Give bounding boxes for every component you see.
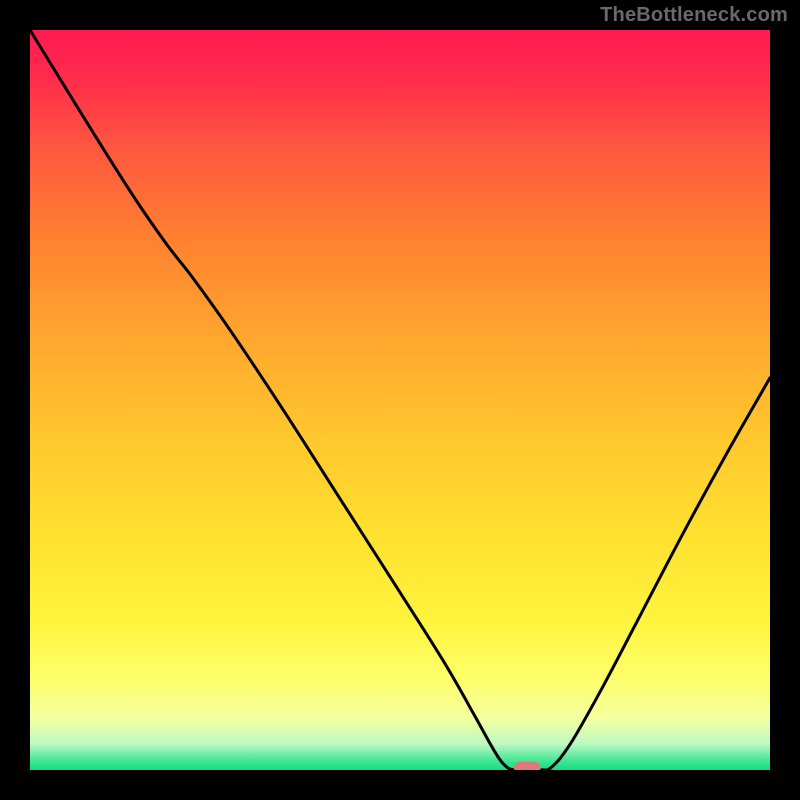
- gradient-background: [30, 30, 770, 770]
- chart-root: TheBottleneck.com: [0, 0, 800, 800]
- plot-area: [30, 30, 770, 770]
- optimal-marker: [514, 762, 541, 770]
- bottleneck-chart-svg: [30, 30, 770, 770]
- watermark-text: TheBottleneck.com: [600, 4, 788, 27]
